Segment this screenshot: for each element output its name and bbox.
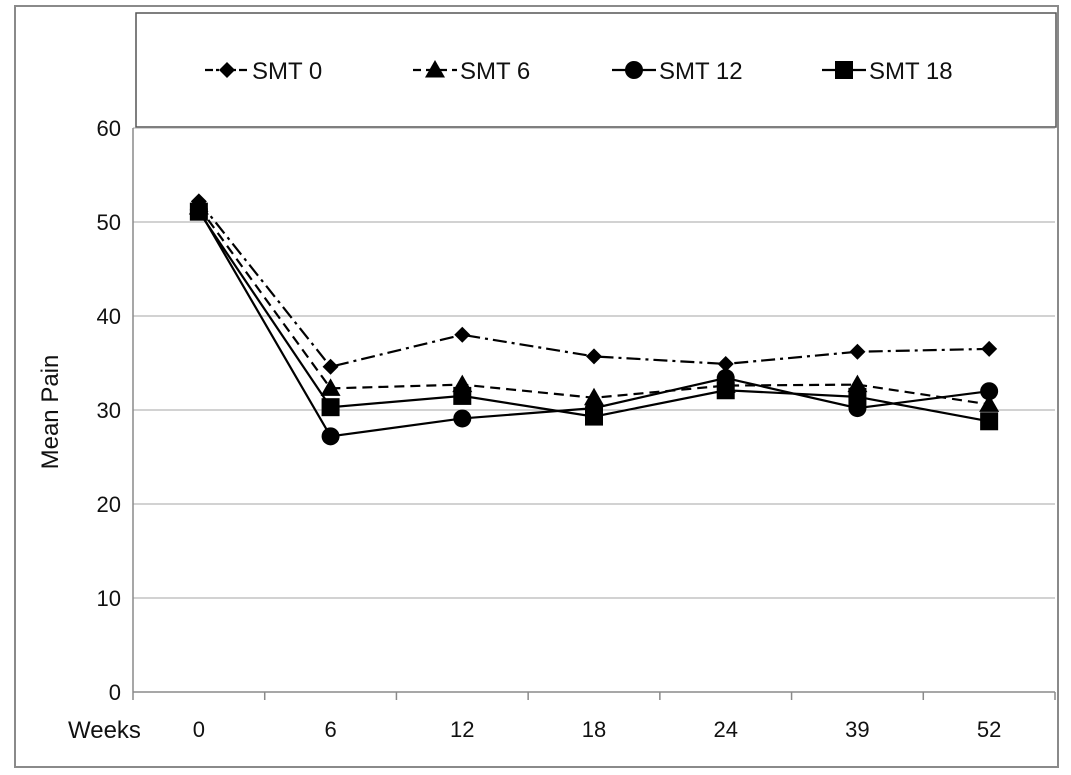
- data-point-smt-0: [586, 348, 602, 365]
- data-point-smt-0: [717, 355, 734, 372]
- x-tick-label: 52: [977, 717, 1001, 742]
- data-point-smt-18: [321, 398, 340, 417]
- series-line-smt-0: [197, 200, 990, 368]
- y-tick-label: 40: [97, 304, 121, 329]
- y-tick-label: 20: [97, 492, 121, 517]
- series-lines: [188, 193, 1000, 446]
- x-tick-label: 39: [845, 717, 869, 742]
- data-point-smt-18: [716, 381, 735, 400]
- legend: SMT 0 SMT 6 SMT 12 SMT 18: [205, 58, 953, 85]
- data-point-smt-18: [848, 387, 867, 406]
- data-point-smt-12: [453, 409, 472, 428]
- legend-marker-smt-12: [625, 61, 643, 79]
- y-tick-label: 10: [97, 586, 121, 611]
- series-line-smt-6: [197, 206, 990, 406]
- x-tick-label: 24: [713, 717, 737, 742]
- x-axis-title: Weeks: [68, 717, 141, 744]
- y-tick-label: 50: [97, 210, 121, 235]
- data-point-smt-12: [321, 427, 340, 446]
- data-point-smt-6: [320, 378, 341, 396]
- legend-marker-smt-0: [219, 62, 235, 78]
- data-point-smt-18: [980, 412, 999, 431]
- axes: 0 10 20 30 40 50 60 0 6 12 18 24 39 52: [97, 116, 1056, 742]
- data-point-smt-12: [980, 382, 999, 401]
- y-tick-label: 0: [109, 680, 121, 705]
- data-point-smt-0: [322, 358, 339, 375]
- data-point-smt-18: [189, 202, 208, 221]
- legend-box: [135, 12, 1057, 128]
- y-tick-label: 60: [97, 116, 121, 141]
- x-tick-label: 18: [582, 717, 606, 742]
- data-point-smt-0: [849, 343, 866, 360]
- legend-marker-smt-18: [835, 61, 853, 79]
- legend-marker-smt-6: [425, 60, 445, 78]
- data-point-smt-18: [585, 407, 603, 426]
- data-point-smt-6: [979, 394, 1000, 412]
- data-point-smt-0: [981, 340, 998, 357]
- data-point-smt-6: [847, 374, 868, 393]
- x-tick-label: 12: [450, 717, 474, 742]
- legend-label-smt-0: SMT 0: [252, 58, 322, 85]
- x-tick-label: 6: [324, 717, 336, 742]
- chart-frame: [14, 5, 1059, 768]
- legend-label-smt-12: SMT 12: [659, 58, 743, 85]
- y-axis-title: Mean Pain: [37, 355, 64, 470]
- y-tick-label: 30: [97, 398, 121, 423]
- data-point-smt-18: [453, 386, 472, 405]
- x-tick-label: 0: [193, 717, 205, 742]
- legend-label-smt-6: SMT 6: [460, 58, 530, 85]
- legend-label-smt-18: SMT 18: [869, 58, 953, 85]
- data-point-smt-0: [454, 326, 471, 343]
